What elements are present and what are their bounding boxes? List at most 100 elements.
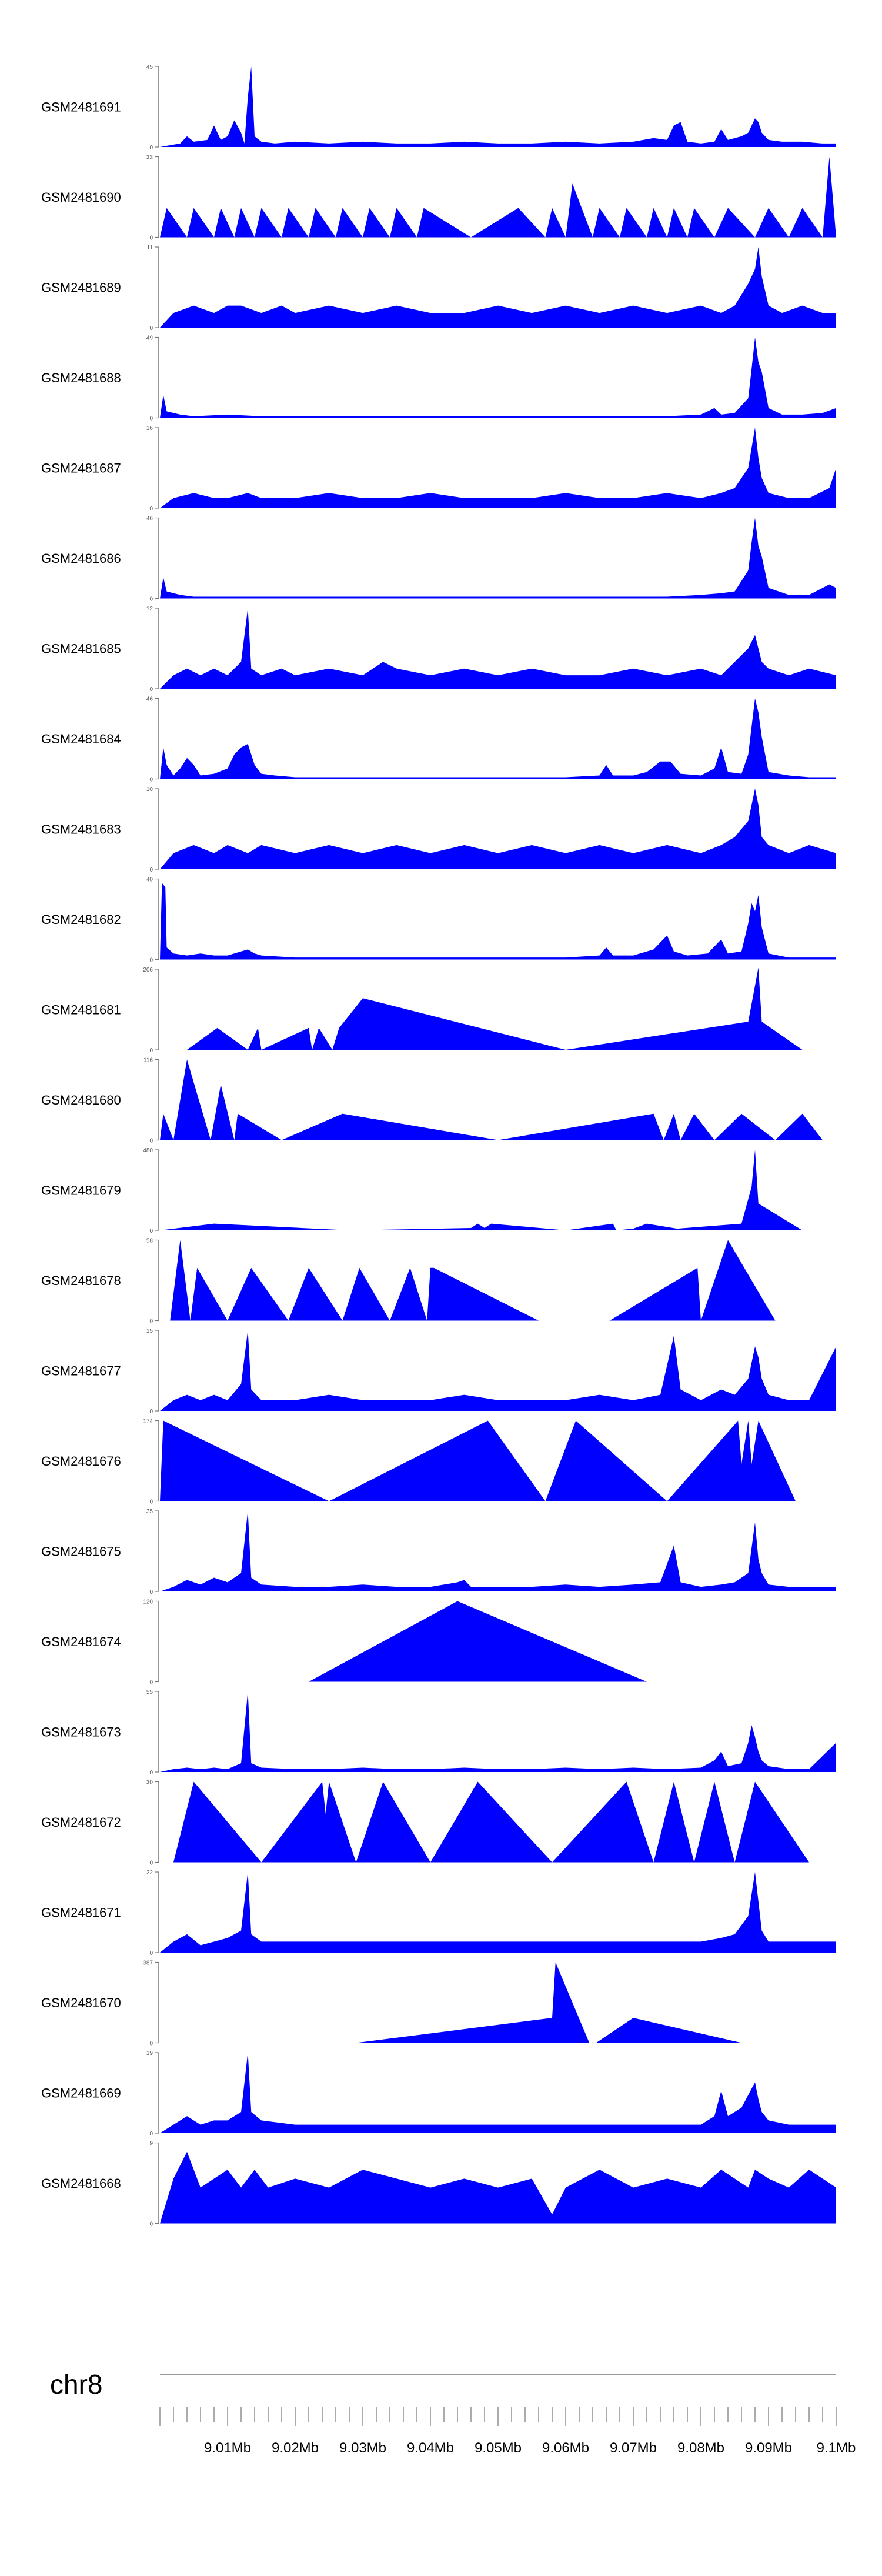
track-y-zero-label: 0 <box>149 2131 153 2137</box>
track-y-max-label: 46 <box>146 696 153 703</box>
x-tick-label: 9.04Mb <box>407 2440 454 2456</box>
track-coverage-area <box>160 2053 836 2133</box>
track-GSM2481685: GSM2481685 12 0 <box>41 606 836 693</box>
track-label: GSM2481688 <box>41 371 121 385</box>
track-y-max-label: 16 <box>146 425 153 432</box>
track-GSM2481668: GSM2481668 9 0 <box>41 2141 836 2228</box>
track-y-max-label: 206 <box>143 967 153 973</box>
track-label: GSM2481679 <box>41 1183 121 1198</box>
x-tick-label: 9.05Mb <box>475 2440 522 2456</box>
track-GSM2481674: GSM2481674 120 0 <box>41 1599 647 1686</box>
track-coverage-area <box>160 1330 836 1411</box>
track-y-zero-label: 0 <box>149 1228 153 1234</box>
track-y-zero-label: 0 <box>149 506 153 512</box>
track-y-zero-label: 0 <box>149 1589 153 1596</box>
track-label: GSM2481684 <box>41 732 121 746</box>
track-coverage-area <box>160 1872 836 1953</box>
track-label: GSM2481674 <box>41 1634 121 1649</box>
track-GSM2481688: GSM2481688 49 0 <box>41 335 836 422</box>
x-tick-label: 9.1Mb <box>817 2440 856 2456</box>
track-y-zero-label: 0 <box>149 1319 153 1325</box>
track-GSM2481681: GSM2481681 206 0 <box>41 967 803 1054</box>
track-coverage-area <box>160 1691 836 1772</box>
track-label: GSM2481677 <box>41 1364 121 1379</box>
track-label: GSM2481682 <box>41 912 121 927</box>
track-GSM2481669: GSM2481669 19 0 <box>41 2050 836 2137</box>
track-y-max-label: 33 <box>146 155 153 161</box>
track-GSM2481690: GSM2481690 33 0 <box>41 155 836 242</box>
track-y-max-label: 174 <box>143 1419 153 1425</box>
track-y-max-label: 9 <box>149 2141 153 2147</box>
track-coverage-area <box>160 337 836 418</box>
track-y-zero-label: 0 <box>149 957 153 964</box>
track-label: GSM2481676 <box>41 1454 121 1469</box>
track-GSM2481676: GSM2481676 174 0 <box>41 1419 796 1506</box>
track-y-zero-label: 0 <box>149 1860 153 1867</box>
track-label: GSM2481683 <box>41 822 121 837</box>
track-GSM2481672: GSM2481672 30 0 <box>41 1780 809 1867</box>
track-y-zero-label: 0 <box>149 2221 153 2228</box>
track-coverage-area <box>160 883 836 960</box>
track-y-zero-label: 0 <box>149 1138 153 1144</box>
track-GSM2481686: GSM2481686 46 0 <box>41 516 836 603</box>
track-coverage-area <box>160 156 836 238</box>
track-GSM2481671: GSM2481671 22 0 <box>41 1870 836 1957</box>
track-GSM2481679: GSM2481679 480 0 <box>41 1147 803 1234</box>
x-tick-label: 9.08Mb <box>677 2440 724 2456</box>
track-coverage-area <box>170 1240 776 1321</box>
track-y-max-label: 49 <box>146 335 153 342</box>
track-coverage-area <box>160 698 836 779</box>
track-GSM2481677: GSM2481677 15 0 <box>41 1328 836 1415</box>
track-GSM2481675: GSM2481675 35 0 <box>41 1509 836 1596</box>
track-label: GSM2481669 <box>41 2086 121 2101</box>
track-GSM2481680: GSM2481680 116 0 <box>41 1057 823 1144</box>
track-y-max-label: 40 <box>146 877 153 883</box>
track-y-zero-label: 0 <box>149 1499 153 1506</box>
track-y-zero-label: 0 <box>149 777 153 783</box>
track-GSM2481670: GSM2481670 387 0 <box>41 1960 741 2047</box>
track-label: GSM2481687 <box>41 461 121 476</box>
track-GSM2481673: GSM2481673 55 0 <box>41 1689 836 1776</box>
track-label: GSM2481672 <box>41 1815 121 1830</box>
track-label: GSM2481689 <box>41 281 121 295</box>
track-GSM2481683: GSM2481683 10 0 <box>41 786 836 873</box>
track-y-max-label: 58 <box>146 1238 153 1244</box>
track-coverage-area <box>160 789 836 869</box>
track-label: GSM2481690 <box>41 190 121 205</box>
track-GSM2481689: GSM2481689 11 0 <box>41 245 836 332</box>
track-y-max-label: 120 <box>143 1599 153 1606</box>
track-y-zero-label: 0 <box>149 1950 153 1957</box>
track-y-max-label: 116 <box>143 1057 153 1064</box>
track-coverage-area <box>160 247 836 328</box>
track-y-max-label: 387 <box>143 1960 153 1967</box>
x-tick-label: 9.02Mb <box>272 2440 319 2456</box>
track-y-max-label: 45 <box>146 64 153 71</box>
track-GSM2481691: GSM2481691 45 0 <box>41 64 836 151</box>
track-label: GSM2481668 <box>41 2176 121 2191</box>
track-coverage-area <box>309 1601 647 1682</box>
track-y-max-label: 12 <box>146 606 153 612</box>
x-tick-label: 9.01Mb <box>204 2440 251 2456</box>
track-y-zero-label: 0 <box>149 2041 153 2047</box>
track-GSM2481682: GSM2481682 40 0 <box>41 877 836 964</box>
track-label: GSM2481675 <box>41 1544 121 1559</box>
track-y-zero-label: 0 <box>149 1770 153 1776</box>
track-y-max-label: 15 <box>146 1328 153 1334</box>
track-y-max-label: 30 <box>146 1780 153 1786</box>
track-coverage-area <box>160 2151 836 2224</box>
track-GSM2481678: GSM2481678 58 0 <box>41 1238 776 1325</box>
track-y-zero-label: 0 <box>149 1680 153 1686</box>
ruler-tick-labels: 9.01Mb 9.02Mb 9.03Mb 9.04Mb 9.05Mb 9.06Mb 9.07… <box>204 2440 856 2456</box>
track-y-zero-label: 0 <box>149 1409 153 1415</box>
track-label: GSM2481686 <box>41 551 121 566</box>
track-GSM2481684: GSM2481684 46 0 <box>41 696 836 783</box>
track-coverage-area <box>160 428 836 508</box>
track-coverage-area <box>160 1420 796 1501</box>
track-y-zero-label: 0 <box>149 145 153 151</box>
track-label: GSM2481691 <box>41 100 121 115</box>
track-GSM2481687: GSM2481687 16 0 <box>41 425 836 512</box>
x-tick-label: 9.07Mb <box>610 2440 657 2456</box>
track-coverage-area <box>356 1962 741 2043</box>
track-coverage-area <box>187 967 803 1050</box>
track-y-zero-label: 0 <box>149 325 153 332</box>
